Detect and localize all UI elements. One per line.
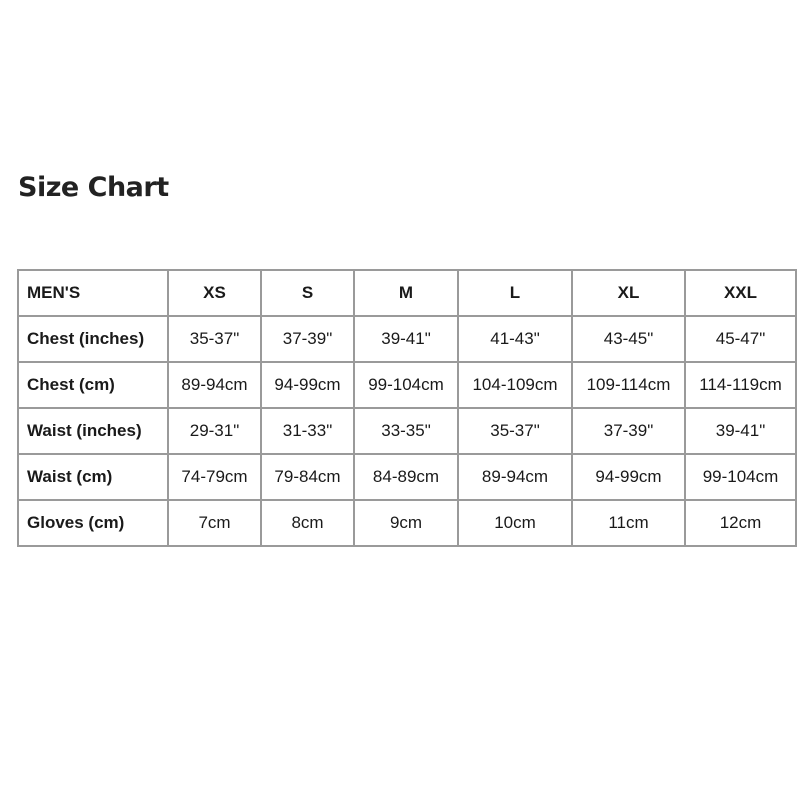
size-header-cell: S — [260, 269, 355, 317]
table-cell: 109-114cm — [571, 361, 686, 409]
table-cell: 99-104cm — [684, 453, 797, 501]
table-cell: 99-104cm — [353, 361, 459, 409]
table-cell: 79-84cm — [260, 453, 355, 501]
row-label-cell: Gloves (cm) — [17, 499, 169, 547]
page-title: Size Chart — [18, 172, 169, 203]
size-header-cell: L — [457, 269, 573, 317]
row-label-cell: Waist (inches) — [17, 407, 169, 455]
table-cell: 10cm — [457, 499, 573, 547]
table-cell: 41-43" — [457, 315, 573, 363]
size-header-cell: XL — [571, 269, 686, 317]
row-label-cell: Chest (cm) — [17, 361, 169, 409]
table-cell: 31-33" — [260, 407, 355, 455]
table-cell: 29-31" — [167, 407, 262, 455]
table-cell: 89-94cm — [167, 361, 262, 409]
table-row: Waist (cm) 74-79cm 79-84cm 84-89cm 89-94cm 94… — [17, 453, 797, 501]
table-cell: 94-99cm — [571, 453, 686, 501]
table-cell: 74-79cm — [167, 453, 262, 501]
size-header-cell: M — [353, 269, 459, 317]
table-cell: 39-41" — [353, 315, 459, 363]
size-chart-table: MEN'S XS S M L XL XXL Chest (inches) 35-37" 37-39… — [17, 269, 797, 547]
table-cell: 94-99cm — [260, 361, 355, 409]
table-cell: 89-94cm — [457, 453, 573, 501]
table-cell: 114-119cm — [684, 361, 797, 409]
table-cell: 9cm — [353, 499, 459, 547]
size-header-cell: XXL — [684, 269, 797, 317]
table-cell: 39-41" — [684, 407, 797, 455]
table-cell: 37-39" — [260, 315, 355, 363]
table-cell: 35-37" — [457, 407, 573, 455]
table-row: Waist (inches) 29-31" 31-33" 33-35" 35-37" 37… — [17, 407, 797, 455]
table-row: Chest (cm) 89-94cm 94-99cm 99-104cm 104-109c… — [17, 361, 797, 409]
header-label-cell: MEN'S — [17, 269, 169, 317]
table-cell: 104-109cm — [457, 361, 573, 409]
table-cell: 7cm — [167, 499, 262, 547]
table-row: Gloves (cm) 7cm 8cm 9cm 10cm 11cm 12cm — [17, 499, 797, 547]
row-label-cell: Chest (inches) — [17, 315, 169, 363]
table-cell: 8cm — [260, 499, 355, 547]
table-cell: 35-37" — [167, 315, 262, 363]
size-header-cell: XS — [167, 269, 262, 317]
table-cell: 11cm — [571, 499, 686, 547]
table-cell: 12cm — [684, 499, 797, 547]
table-cell: 45-47" — [684, 315, 797, 363]
table-cell: 37-39" — [571, 407, 686, 455]
table-header-row: MEN'S XS S M L XL XXL — [17, 269, 797, 317]
table-cell: 33-35" — [353, 407, 459, 455]
table-cell: 43-45" — [571, 315, 686, 363]
table-cell: 84-89cm — [353, 453, 459, 501]
row-label-cell: Waist (cm) — [17, 453, 169, 501]
table-row: Chest (inches) 35-37" 37-39" 39-41" 41-43" 43… — [17, 315, 797, 363]
